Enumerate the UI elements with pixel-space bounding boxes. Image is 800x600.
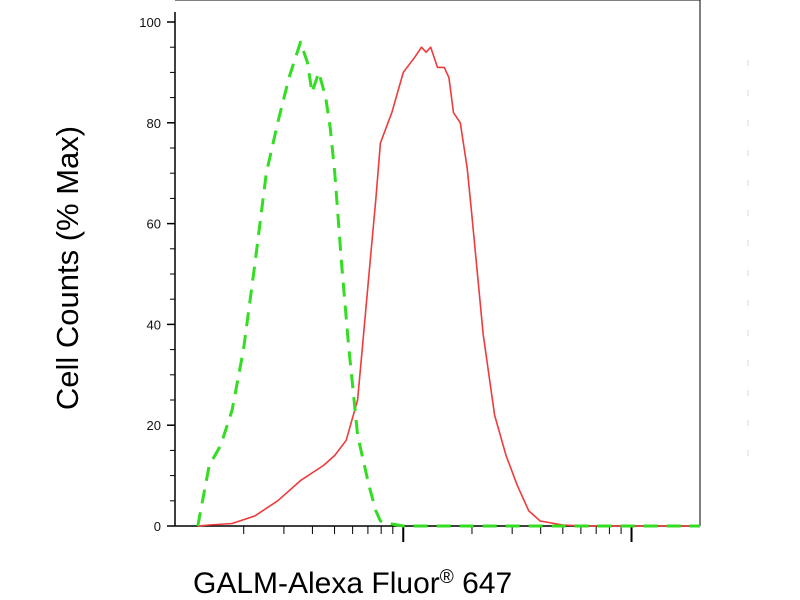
sample-series-line [197, 46, 700, 527]
x-axis-title-main: GALM-Alexa Fluor [193, 567, 440, 600]
control-series-line [196, 40, 700, 528]
x-axis-title: GALM-Alexa Fluor® 647 [193, 567, 512, 600]
y-axis-title: Cell Counts (% Max) [50, 126, 85, 410]
x-ticks [243, 526, 633, 542]
y-ticks: 0 20 40 60 80 100 [139, 15, 175, 534]
series-layer [196, 40, 700, 528]
y-tick-label: 60 [147, 217, 161, 232]
axes [174, 0, 701, 527]
x-axis-title-suffix: 647 [454, 567, 512, 600]
y-tick-label: 20 [147, 418, 161, 433]
y-tick-label: 100 [139, 15, 161, 30]
x-axis-title-superscript: ® [440, 567, 454, 588]
y-tick-label: 0 [154, 519, 161, 534]
y-tick-label: 40 [147, 317, 161, 332]
y-tick-label: 80 [147, 116, 161, 131]
